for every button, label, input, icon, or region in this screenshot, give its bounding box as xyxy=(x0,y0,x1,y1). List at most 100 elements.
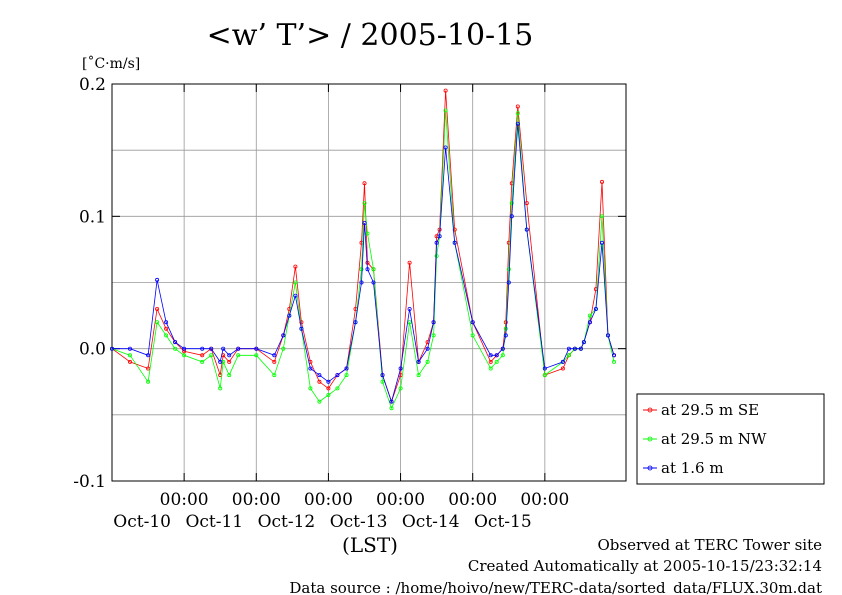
data-point xyxy=(581,340,586,345)
data-point xyxy=(317,373,322,378)
data-point xyxy=(470,333,475,338)
y-tick-label: 0.1 xyxy=(79,207,106,227)
data-point xyxy=(209,346,214,351)
data-point xyxy=(281,346,286,351)
data-point xyxy=(164,326,169,331)
data-point xyxy=(500,353,505,358)
legend-label: at 1.6 m xyxy=(661,459,724,477)
data-point xyxy=(272,359,277,364)
data-point xyxy=(362,220,367,225)
data-point xyxy=(566,346,571,351)
data-point xyxy=(443,88,448,93)
data-point xyxy=(335,373,340,378)
data-point xyxy=(470,320,475,325)
data-point xyxy=(326,386,331,391)
data-point xyxy=(254,346,259,351)
data-point xyxy=(344,373,349,378)
data-point xyxy=(293,293,298,298)
legend-label: at 29.5 m SE xyxy=(661,401,759,419)
data-point xyxy=(612,359,617,364)
data-point xyxy=(335,386,340,391)
data-point xyxy=(127,353,132,358)
legend: at 29.5 m SE at 29.5 m NW at 1.6 m xyxy=(636,393,825,485)
data-point xyxy=(272,373,277,378)
data-point xyxy=(155,320,160,325)
legend-swatch-marker xyxy=(647,436,653,442)
data-point xyxy=(293,264,298,269)
data-point xyxy=(326,379,331,384)
y-axis-label: [˚C·m/s] xyxy=(82,55,140,72)
data-point xyxy=(200,359,205,364)
data-point xyxy=(236,353,241,358)
legend-swatch-marker xyxy=(647,465,653,471)
data-point xyxy=(287,313,292,318)
legend-label: at 29.5 m NW xyxy=(661,430,767,448)
data-point xyxy=(398,386,403,391)
data-point xyxy=(254,353,259,358)
data-point xyxy=(110,346,115,351)
footer-line-3: Data source : /home/hoivo/new/TERC-data/… xyxy=(289,579,822,595)
data-point xyxy=(236,346,241,351)
data-point xyxy=(146,379,151,384)
data-point xyxy=(431,320,436,325)
data-point xyxy=(359,280,364,285)
data-point xyxy=(398,366,403,371)
data-point xyxy=(200,353,205,358)
data-point xyxy=(443,145,448,150)
legend-box xyxy=(636,393,825,485)
data-point xyxy=(425,346,430,351)
data-point xyxy=(437,234,442,239)
x-tick-date: Oct-15 xyxy=(474,512,532,532)
data-point xyxy=(509,201,514,206)
data-point xyxy=(146,366,151,371)
data-point xyxy=(593,306,598,311)
data-point xyxy=(371,267,376,272)
data-point xyxy=(494,353,499,358)
data-point xyxy=(299,326,304,331)
data-point xyxy=(353,320,358,325)
data-point xyxy=(560,366,565,371)
data-point xyxy=(272,353,277,358)
data-point xyxy=(506,280,511,285)
data-point xyxy=(600,214,605,219)
data-point xyxy=(380,379,385,384)
grid xyxy=(112,84,626,481)
data-point xyxy=(293,280,298,285)
data-point xyxy=(452,240,457,245)
data-point xyxy=(127,346,132,351)
data-point xyxy=(308,366,313,371)
data-point xyxy=(515,104,520,109)
data-point xyxy=(494,359,499,364)
data-point xyxy=(221,346,226,351)
footer-line-2: Created Automatically at 2005-10-15/23:3… xyxy=(468,557,822,575)
data-point xyxy=(308,386,313,391)
series-group xyxy=(110,88,617,411)
data-point xyxy=(155,306,160,311)
x-tick-time: 00:00 xyxy=(304,490,353,510)
data-point xyxy=(578,346,583,351)
y-tick-label: -0.1 xyxy=(73,472,106,492)
data-point xyxy=(407,260,412,265)
data-point xyxy=(359,267,364,272)
series-line xyxy=(112,123,615,403)
data-point xyxy=(407,306,412,311)
data-point xyxy=(227,373,232,378)
x-axis-label: (LST) xyxy=(342,533,398,557)
data-point xyxy=(218,359,223,364)
data-point xyxy=(227,359,232,364)
y-tick-label: 0.0 xyxy=(79,340,106,360)
data-point xyxy=(209,353,214,358)
data-point xyxy=(515,121,520,126)
legend-swatch-marker xyxy=(647,407,653,413)
y-tick-label: 0.2 xyxy=(79,75,106,95)
data-point xyxy=(362,181,367,186)
x-tick-date: Oct-12 xyxy=(258,512,316,532)
data-point xyxy=(515,111,520,116)
chart-title: <w’ T’> / 2005-10-15 xyxy=(207,18,534,53)
data-point xyxy=(612,353,617,358)
data-point xyxy=(587,313,592,318)
data-point xyxy=(434,240,439,245)
data-point xyxy=(524,201,529,206)
data-point xyxy=(416,359,421,364)
